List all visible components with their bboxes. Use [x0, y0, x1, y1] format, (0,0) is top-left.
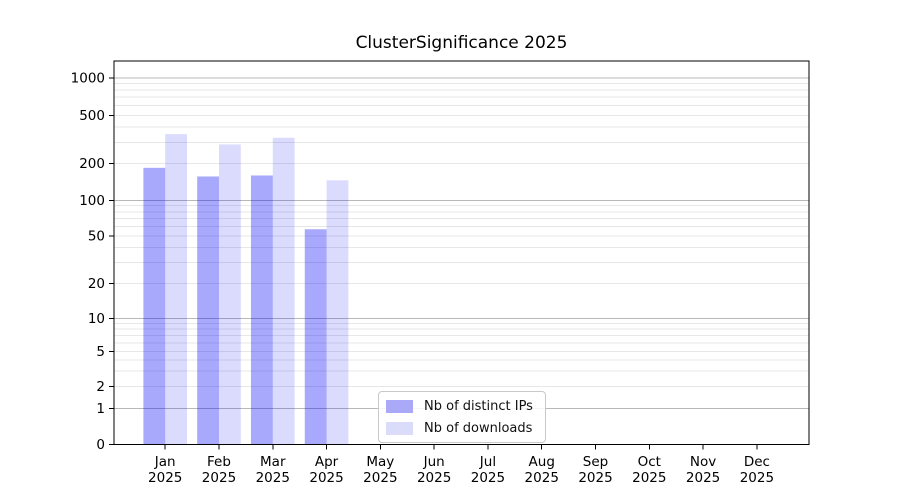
y-tick-label-0: 0: [96, 437, 105, 453]
x-tick-year-sep: 2025: [578, 470, 612, 486]
x-tick-month-sep: Sep: [583, 454, 608, 470]
bar-downloads-feb: [218, 144, 241, 445]
x-tick-year-jul: 2025: [471, 470, 505, 486]
chart-title: ClusterSignificance 2025: [355, 33, 568, 53]
plot-border: [113, 60, 810, 445]
bar-downloads-apr: [326, 180, 349, 445]
y-tick-label-100: 100: [79, 193, 105, 209]
y-tick-label-50: 50: [88, 229, 105, 245]
bar-distinct-ips-apr: [304, 229, 327, 445]
x-tick-year-dec: 2025: [740, 470, 774, 486]
x-tick-year-jan: 2025: [148, 470, 182, 486]
bar-downloads-jan: [165, 134, 187, 445]
x-tick-month-jan: Jan: [154, 454, 176, 470]
bar-distinct-ips-feb: [197, 176, 219, 445]
x-tick-month-dec: Dec: [744, 454, 770, 470]
legend-swatch-distinct-ips: [386, 399, 413, 413]
y-tick-label-5: 5: [96, 344, 105, 360]
x-tick-month-jun: Jun: [423, 454, 445, 470]
y-tick-label-200: 200: [79, 156, 105, 172]
x-tick-year-aug: 2025: [525, 470, 559, 486]
x-tick-month-oct: Oct: [638, 454, 661, 470]
bar-distinct-ips-jan: [143, 167, 166, 445]
legend-entry-distinct-ips: Nb of distinct IPs: [386, 397, 545, 415]
y-tick-label-10: 10: [88, 311, 105, 327]
x-tick-year-feb: 2025: [202, 470, 236, 486]
legend-label-downloads: Nb of downloads: [424, 420, 533, 436]
x-tick-month-may: May: [366, 454, 394, 470]
y-tick-label-1000: 1000: [71, 71, 105, 87]
y-tick-label-20: 20: [88, 276, 105, 292]
x-tick-month-nov: Nov: [690, 454, 716, 470]
legend: Nb of distinct IPs Nb of downloads: [378, 391, 546, 443]
bar-distinct-ips-mar: [250, 175, 273, 445]
y-tick-label-2: 2: [96, 379, 105, 395]
x-tick-month-apr: Apr: [315, 454, 339, 470]
legend-entry-downloads: Nb of downloads: [386, 419, 545, 437]
x-tick-year-apr: 2025: [309, 470, 343, 486]
x-tick-year-may: 2025: [363, 470, 397, 486]
x-tick-year-jun: 2025: [417, 470, 451, 486]
x-tick-year-mar: 2025: [256, 470, 290, 486]
x-tick-month-feb: Feb: [207, 454, 231, 470]
y-tick-label-1: 1: [96, 401, 105, 417]
y-tick-label-500: 500: [79, 108, 105, 124]
x-tick-year-nov: 2025: [686, 470, 720, 486]
legend-label-distinct-ips: Nb of distinct IPs: [424, 398, 533, 414]
x-tick-month-jul: Jul: [479, 454, 496, 470]
x-tick-year-oct: 2025: [632, 470, 666, 486]
x-tick-month-mar: Mar: [260, 454, 286, 470]
legend-swatch-downloads: [386, 421, 413, 435]
x-tick-month-aug: Aug: [529, 454, 555, 470]
bar-downloads-mar: [272, 137, 295, 445]
